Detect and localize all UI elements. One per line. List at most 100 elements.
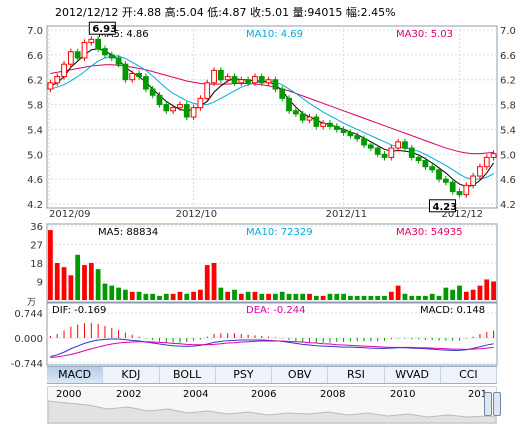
macd-tick: 0.744 [14, 309, 43, 320]
tab-obv[interactable]: OBV [272, 367, 329, 383]
volume-bar [225, 291, 231, 300]
volume-tick: 18 [30, 259, 43, 270]
candle [340, 128, 347, 134]
volume-bar [54, 263, 60, 300]
candle [149, 88, 156, 96]
volume-bar [402, 293, 408, 300]
timeline-year: 2008 [320, 389, 346, 400]
volume-bar [177, 291, 183, 300]
candle [354, 135, 361, 140]
volume-bar [150, 293, 156, 300]
tab-rsi[interactable]: RSI [328, 367, 385, 383]
candle [470, 175, 477, 186]
candle [374, 147, 381, 155]
candle [211, 69, 217, 84]
candle [102, 48, 108, 56]
date-tick: 2012/09 [49, 209, 91, 220]
macd-legend: MACD: 0.148 [420, 305, 485, 316]
date-tick: 2012/10 [176, 209, 218, 220]
candle [245, 79, 252, 84]
candle [136, 73, 142, 78]
high-annotation: 6.93 [92, 24, 117, 35]
volume-bar [157, 295, 162, 300]
price-tick-left: 5.4 [27, 125, 43, 136]
candle [327, 122, 333, 127]
volume-bar [136, 291, 142, 300]
volume-panel: 36 27 18 9万 MA5: 88834 MA10: 72329 MA30: 54935 [27, 222, 498, 308]
candle [238, 79, 245, 84]
candle [81, 41, 88, 59]
volume-legend: MA5: 88834 [98, 227, 158, 238]
timeline-navigator[interactable]: 2000 2002 2004 2006 2008 2010 201 [47, 386, 497, 424]
volume-bar [395, 285, 401, 300]
volume-bar [354, 295, 360, 300]
indicator-tabs: MACD KDJ BOLL PSY OBV RSI WVAD CCI [47, 366, 497, 384]
price-tick-left: 4.6 [27, 175, 43, 186]
volume-bar [436, 295, 442, 300]
tab-kdj[interactable]: KDJ [103, 367, 160, 383]
macd-grid [47, 312, 497, 364]
candle [258, 76, 265, 84]
macd-axis-labels: 0.744 0.000 -0.744 DIF: -0.169 DEA: -0.244 MA… [11, 305, 485, 370]
tab-psy[interactable]: PSY [216, 367, 272, 383]
dea-line [50, 340, 494, 358]
candle [88, 38, 95, 43]
volume-bar [341, 293, 346, 300]
candle [456, 191, 463, 196]
volume-bar [368, 295, 374, 300]
volume-bar [204, 265, 210, 300]
candle [224, 76, 231, 81]
volume-bar [409, 295, 415, 300]
candle [395, 141, 402, 149]
volume-bar [191, 291, 196, 300]
macd-tick: 0.000 [14, 334, 43, 345]
price-grid [47, 26, 497, 208]
candle [429, 166, 436, 171]
volume-bar [361, 295, 367, 300]
volume-bar [88, 263, 94, 300]
volume-bar [266, 293, 271, 300]
volume-bar [116, 287, 121, 300]
candle [449, 181, 456, 193]
candle [108, 54, 115, 59]
candle [483, 156, 490, 168]
timeline-overview-line [48, 400, 496, 423]
volume-tick: 36 [30, 222, 43, 233]
candle [313, 116, 320, 127]
candle [299, 113, 306, 121]
volume-bar [82, 265, 87, 300]
volume-bar [382, 295, 387, 300]
timeline-year: 2010 [390, 389, 416, 400]
timeline-right-handle[interactable] [493, 392, 501, 416]
candle [292, 110, 299, 115]
candle [95, 38, 102, 50]
candle [217, 69, 224, 81]
volume-bar [470, 289, 476, 300]
timeline-year: 2000 [56, 389, 82, 400]
volume-bar [238, 293, 244, 300]
price-tick-left: 4.2 [27, 200, 43, 211]
price-axis-labels: 7.0 7.0 6.6 6.6 6.2 6.2 5.8 5.8 5.4 5.4 5.0 5.0 4.6 4… [27, 21, 516, 220]
volume-bars [48, 230, 496, 300]
tab-macd[interactable]: MACD [47, 367, 104, 383]
timeline-left-handle[interactable] [484, 392, 492, 416]
candle [142, 76, 149, 90]
candle [442, 178, 449, 183]
price-tick-right: 6.2 [500, 76, 516, 87]
candle [190, 107, 197, 118]
candle [422, 160, 429, 168]
candle [74, 51, 81, 59]
volume-bar [491, 281, 496, 300]
low-annotation: 4.23 [433, 202, 458, 213]
volume-bar [68, 275, 74, 300]
volume-bar [123, 289, 128, 300]
volume-bar [232, 289, 237, 300]
macd-legend: DEA: -0.244 [246, 305, 305, 316]
macd-histogram [49, 323, 495, 344]
tab-wvad[interactable]: WVAD [385, 367, 441, 383]
tab-boll[interactable]: BOLL [160, 367, 216, 383]
quote-header: 2012/12/12 开:4.88 高:5.04 低:4.87 收:5.01 量… [55, 6, 396, 19]
volume-bar [259, 293, 265, 300]
tab-cci[interactable]: CCI [441, 367, 497, 383]
timeline-year: 2006 [251, 389, 277, 400]
